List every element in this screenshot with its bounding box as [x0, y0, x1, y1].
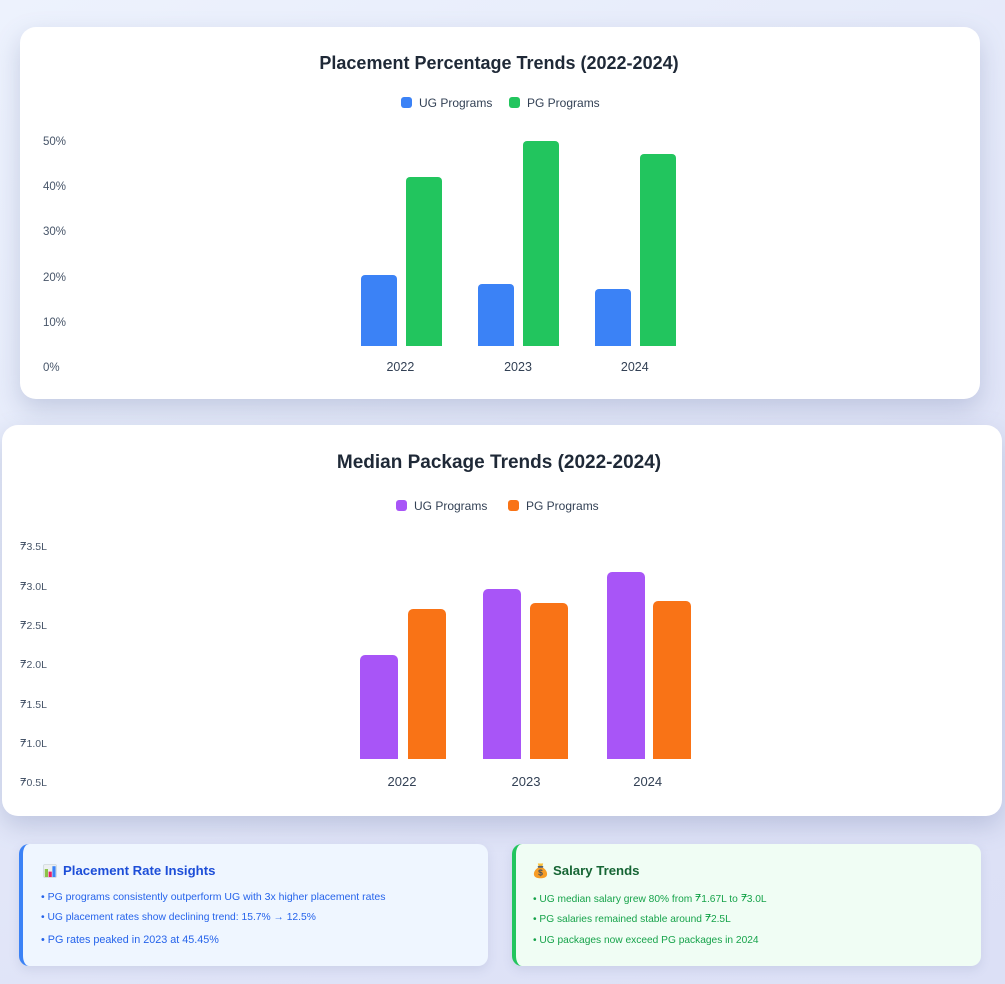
svg-text:$: $: [538, 868, 543, 878]
